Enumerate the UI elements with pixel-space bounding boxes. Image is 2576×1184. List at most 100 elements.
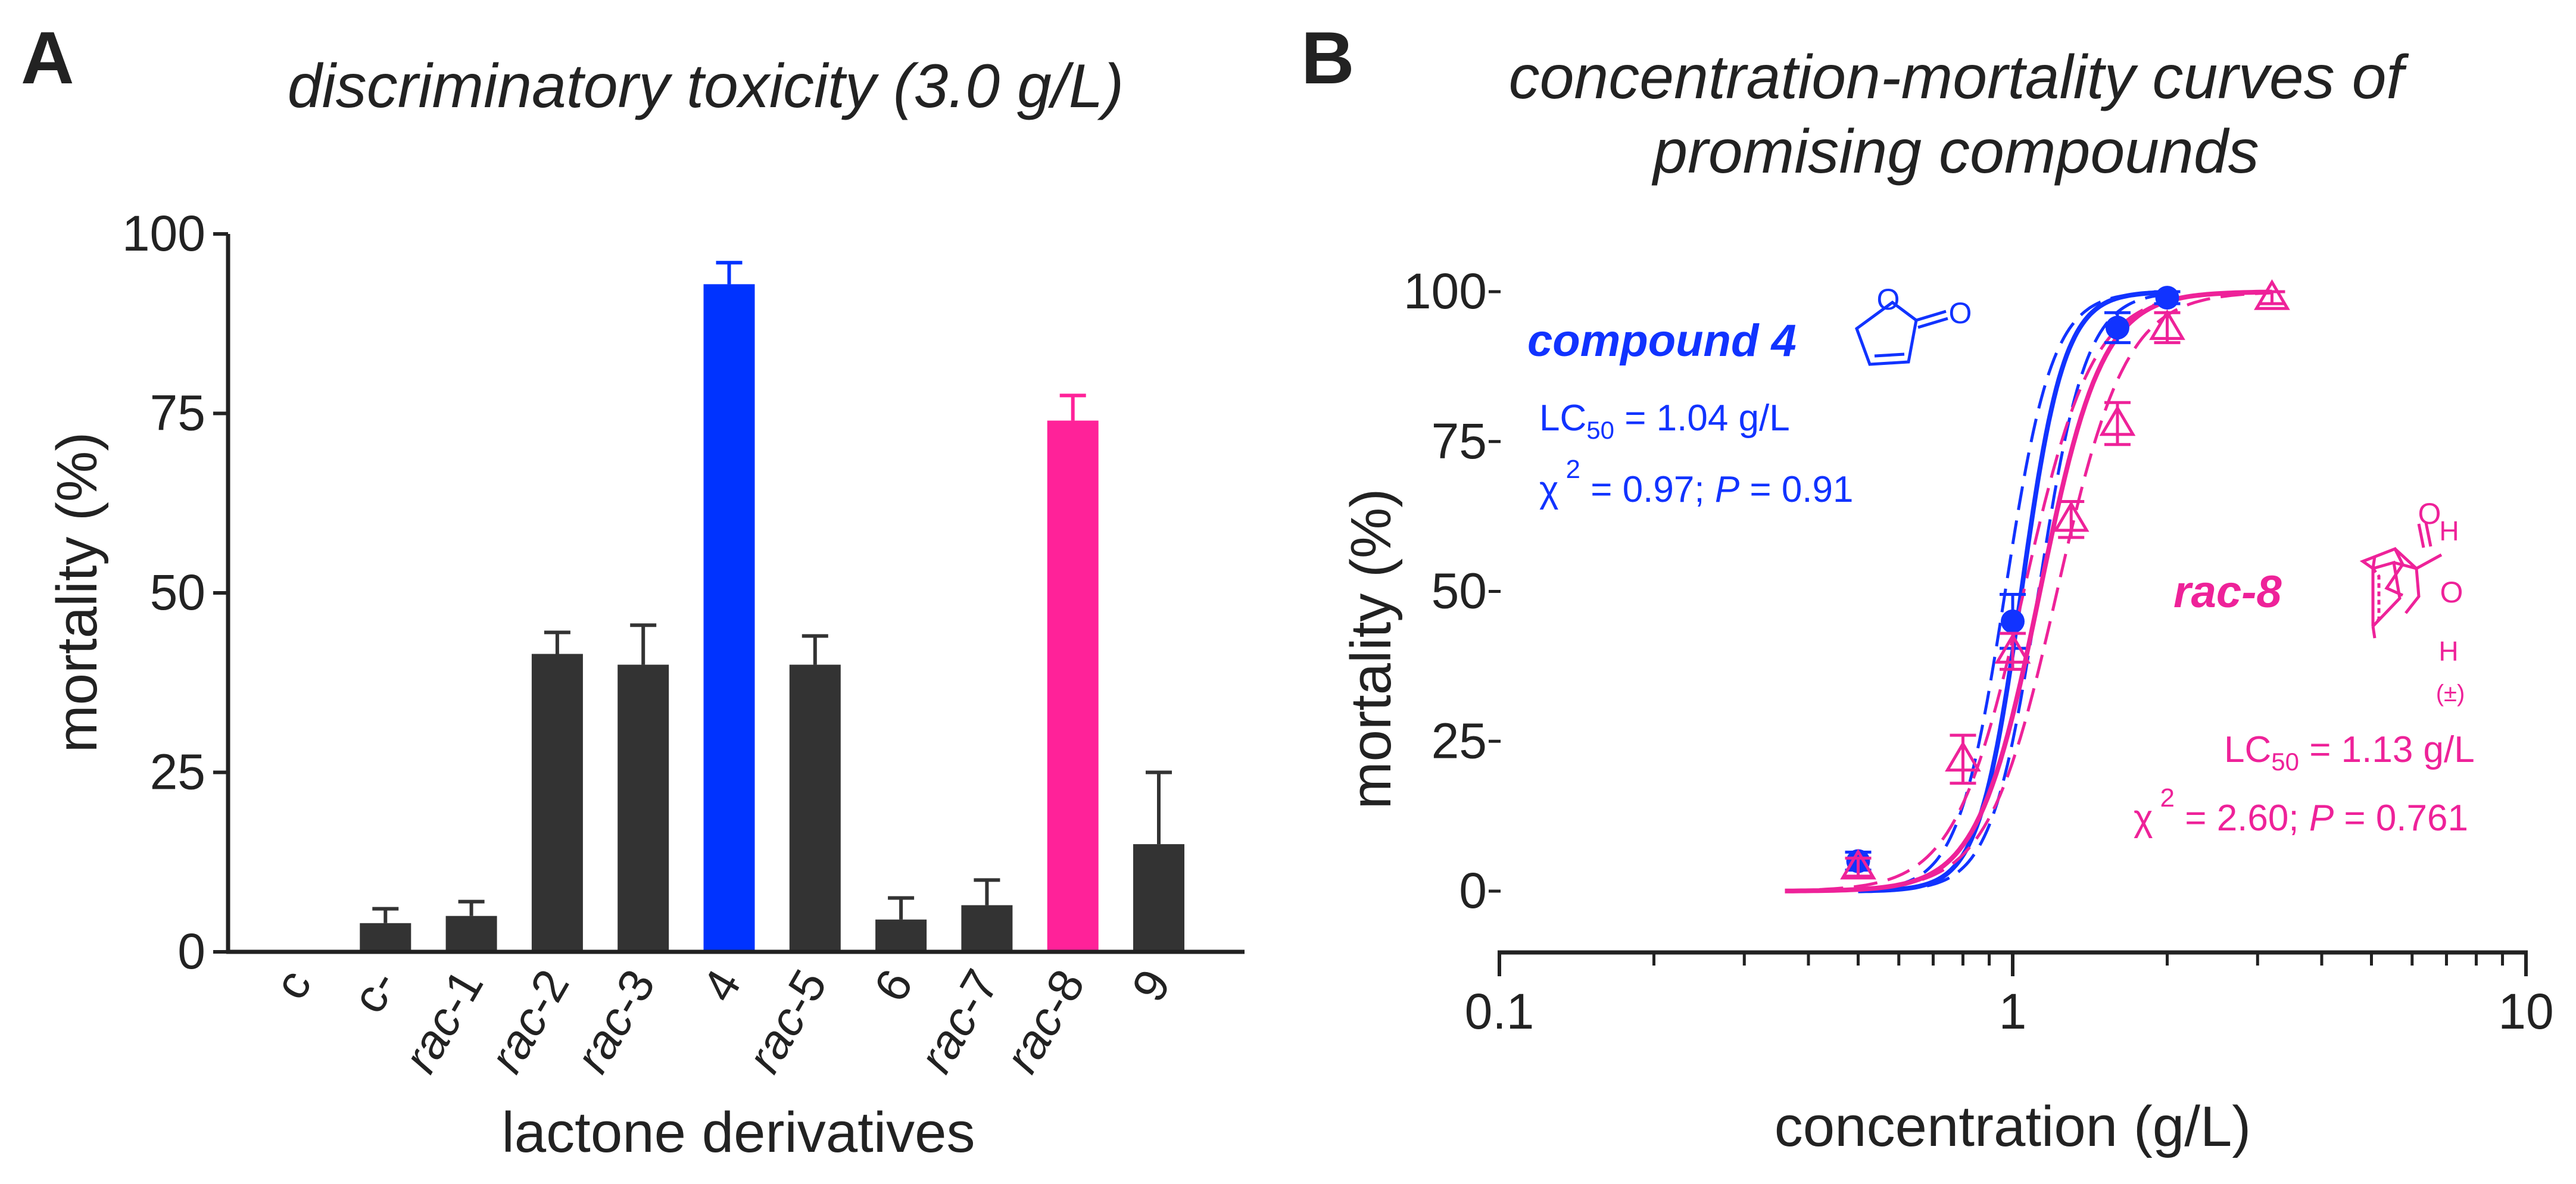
category-label-rac-1: rac-1: [393, 961, 493, 1081]
compound-4-chi: χ: [1539, 469, 1559, 510]
panel-a-x-label: lactone derivatives: [501, 1101, 975, 1164]
bar-6: [875, 919, 927, 952]
compound-4-ci-upper: [1858, 292, 2168, 892]
panel-a-title: discriminatory toxicity (3.0 g/L): [288, 52, 1124, 121]
panel-a-bars: [360, 261, 1184, 952]
rac-8-h-top: H: [2439, 516, 2459, 546]
category-label-rac-7: rac-7: [909, 961, 1009, 1081]
bar-4: [703, 284, 755, 952]
panel-a-y-tick-label: 75: [150, 385, 205, 441]
panel-b-y-tick-label: 0: [1459, 863, 1487, 919]
rac-8-lc50: LC50 = 1.13 g/L: [2224, 729, 2475, 776]
bar-rac-2: [531, 654, 583, 952]
rac-8-lc-value: = 1.13 g/L: [2299, 729, 2475, 770]
rac-8-p-label: P: [2309, 798, 2334, 839]
compound-4-structure: [1855, 300, 1948, 366]
panel-a-y-label: mortality (%): [45, 432, 109, 753]
rac-8-ci-lower: [1785, 290, 2272, 892]
panel-b-x-tick-label: 1: [1999, 983, 2027, 1039]
panel-a-y-tick-label: 100: [122, 205, 205, 261]
panel-a-label: A: [21, 17, 74, 99]
panel-b-title-line2: promising compounds: [1651, 117, 2259, 186]
compound-4-label: compound 4: [1527, 315, 1797, 366]
panel-b-y-ticks: 0 25 50 75 100: [1404, 263, 1501, 919]
panel-b-x-tick-label: 0.1: [1465, 983, 1535, 1039]
panel-b-title-line1: concentration-mortality curves of: [1509, 43, 2409, 112]
category-label-c-: c-: [342, 961, 407, 1021]
compound-4-lc-label: LC: [1539, 398, 1586, 439]
compound-4-carbonyl-o: O: [1949, 296, 1972, 330]
compound-4-ci-lower: [1858, 290, 2168, 892]
rac-8-point: [2149, 309, 2185, 340]
rac-8-ci-upper: [1785, 291, 2272, 893]
compound-4-point: [2001, 609, 2025, 633]
category-label-rac-5: rac-5: [737, 961, 837, 1081]
bar-rac-3: [618, 664, 669, 952]
panel-b-x-tick-label: 10: [2498, 983, 2553, 1039]
compound-4-chi-value: = 0.97;: [1580, 469, 1715, 510]
rac-8-chi: χ: [2134, 798, 2153, 839]
panel-a-y-tick-label: 25: [150, 744, 205, 800]
panel-b-data-points: [1840, 279, 2290, 880]
bar-rac-1: [445, 916, 497, 952]
compound-4-lc-value: = 1.04 g/L: [1614, 398, 1790, 439]
category-label-9: 9: [1121, 961, 1180, 1010]
rac-8-structure: [2359, 522, 2443, 639]
rac-8-point: [1994, 633, 2031, 664]
panel-b-y-tick-label: 75: [1432, 413, 1487, 469]
panel-b-x-label: concentration (g/L): [1774, 1095, 2251, 1158]
bar-rac-5: [789, 664, 841, 952]
category-label-4: 4: [692, 961, 751, 1010]
bar-c-: [360, 923, 411, 952]
rac-8-point: [1945, 741, 1981, 772]
panel-b: B concentration-mortality curves of prom…: [1301, 17, 2554, 1158]
rac-8-lc-label: LC: [2224, 729, 2271, 770]
panel-a: A discriminatory toxicity (3.0 g/L) 0 25 5…: [21, 17, 1245, 1164]
bar-9: [1133, 844, 1184, 952]
compound-4-ring-o: O: [1877, 283, 1900, 316]
rac-8-racemic: (±): [2436, 680, 2465, 707]
compound-4-fit-curve: [1858, 290, 2168, 894]
rac-8-point: [2099, 405, 2136, 436]
panel-a-y-tick-label: 0: [177, 923, 205, 979]
panel-b-y-tick-label: 100: [1404, 263, 1487, 319]
panel-b-x-ticks: 0.1 1 10: [1465, 952, 2554, 1039]
compound-4-chi-sup: 2: [1566, 455, 1580, 484]
compound-4-point: [2105, 315, 2129, 340]
panel-a-y-ticks: 0 25 50 75 100: [122, 205, 228, 979]
rac-8-point: [2254, 279, 2290, 310]
rac-8-point: [1840, 848, 1876, 880]
rac-8-chi-value: = 2.60;: [2175, 798, 2309, 839]
compound-4-p-label: P: [1715, 469, 1739, 510]
category-label-c: c: [264, 961, 322, 1008]
rac-8-chi-sup: 2: [2160, 783, 2175, 813]
panel-b-label: B: [1301, 17, 1355, 99]
category-label-6: 6: [863, 961, 922, 1010]
compound-4-lc-sub: 50: [1586, 416, 1614, 444]
compound-4-p-value: = 0.91: [1739, 469, 1853, 510]
panel-b-y-label: mortality (%): [1339, 489, 1403, 810]
rac-8-label: rac-8: [2173, 567, 2282, 617]
bar-rac-7: [961, 905, 1013, 952]
rac-8-lc-sub: 50: [2271, 748, 2299, 776]
category-label-rac-2: rac-2: [479, 961, 579, 1081]
bar-rac-8: [1047, 420, 1099, 952]
panel-b-y-tick-label: 50: [1432, 563, 1487, 619]
rac-8-carbonyl-o: O: [2418, 497, 2441, 530]
compound-4-point: [2155, 286, 2179, 310]
compound-4-lc50: LC50 = 1.04 g/L: [1539, 398, 1790, 444]
panel-b-y-tick-label: 25: [1432, 713, 1487, 768]
rac-8-ring-o: O: [2440, 576, 2463, 609]
panel-a-y-tick-label: 50: [150, 564, 205, 620]
rac-8-h-bottom: H: [2438, 636, 2458, 667]
rac-8-p-value: = 0.761: [2334, 798, 2468, 839]
rac-8-point: [2053, 501, 2090, 532]
category-label-rac-3: rac-3: [565, 961, 665, 1081]
category-label-rac-8: rac-8: [994, 961, 1094, 1081]
